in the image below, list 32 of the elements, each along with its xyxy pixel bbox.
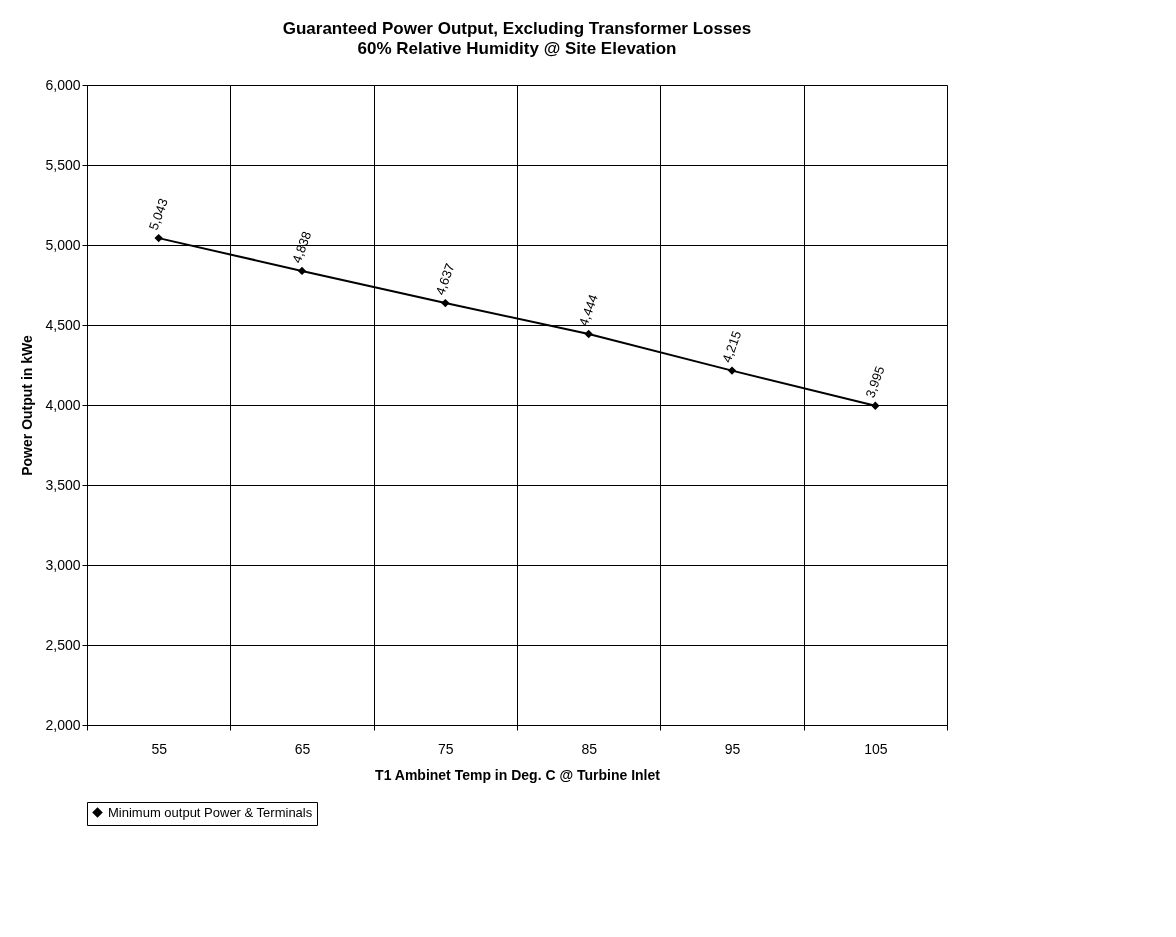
x-tick-label: 105 [864,740,888,757]
y-tick-label: 5,500 [45,156,81,173]
y-axis-title: Power Output in kWe [19,335,36,476]
text: 3,995 [862,364,888,400]
point [154,233,163,243]
x-axis-title: T1 Ambinet Temp in Deg. C @ Turbine Inlet [375,766,661,783]
text: 4,444 [575,292,601,328]
y-tick-label: 2,000 [45,716,81,733]
y-tick-label: 3,000 [45,556,81,573]
x-tick-label: 75 [438,740,454,757]
x-tick-label: 95 [724,740,741,757]
chart-subtitle: 60% Relative Humidity @ Site Elevation [357,39,677,58]
text: 5,043 [145,196,171,233]
x-tick-label: 85 [581,740,598,757]
point [727,366,737,375]
y-tick-label: 4,000 [45,396,81,413]
y-tick-label: 2,500 [45,636,81,653]
point [297,266,307,276]
text: 4,215 [719,328,745,365]
point [871,401,880,410]
y-tick-label: 5,000 [45,236,81,253]
point [441,298,450,308]
point [584,329,593,339]
x-tick-label: 65 [294,740,311,757]
text: 4,637 [432,261,458,298]
chart-title: Guaranteed Power Output, Excluding Transformer Losses [282,19,752,38]
y-tick-label: 3,500 [45,476,81,493]
text: 4,838 [289,229,315,265]
legend-label: Minimum output Power & Terminals [108,804,313,820]
y-tick-label: 6,000 [45,76,81,93]
x-tick-label: 55 [151,740,168,757]
y-tick-label: 4,500 [45,316,81,333]
